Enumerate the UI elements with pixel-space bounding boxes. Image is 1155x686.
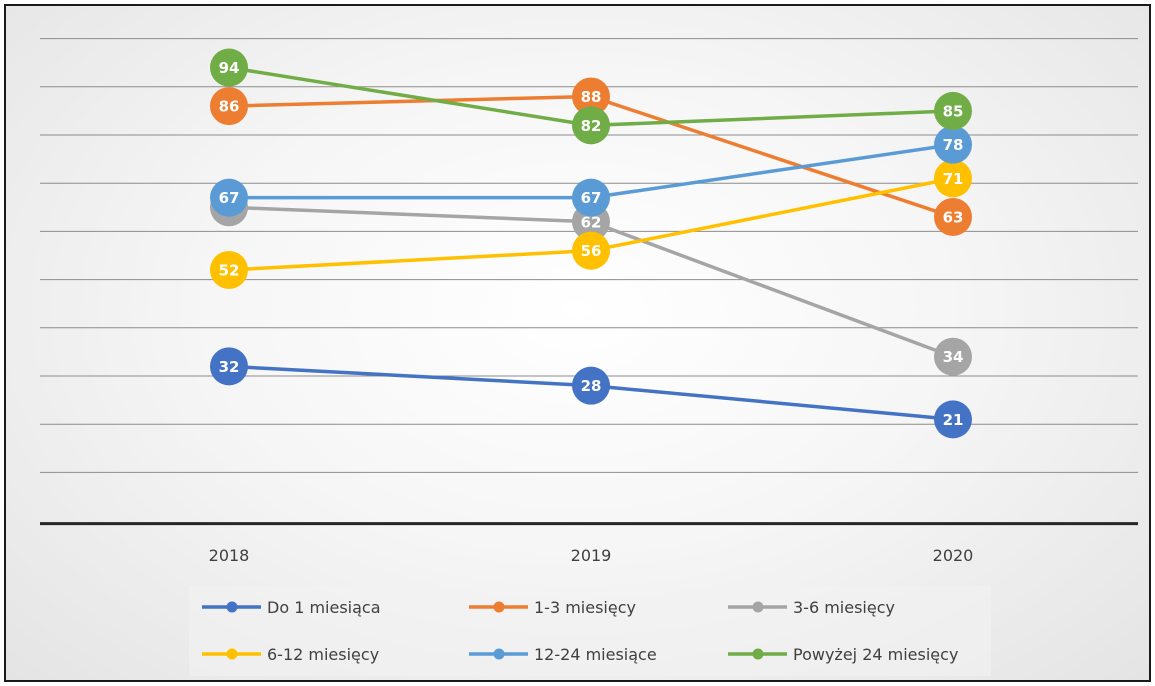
legend-swatch-marker (226, 648, 238, 660)
data-label: 71 (943, 170, 964, 188)
legend-label: 6-12 miesięcy (267, 645, 379, 664)
data-point (934, 197, 972, 236)
legend-item: Do 1 miesiąca (202, 598, 381, 617)
x-tick-label: 2018 (209, 546, 250, 565)
data-point (934, 159, 972, 198)
legend-label: 1-3 miesięcy (534, 598, 636, 617)
x-tick-label: 2019 (571, 546, 612, 565)
legend-item: 6-12 miesięcy (202, 645, 379, 664)
data-label: 78 (943, 136, 964, 154)
data-point (210, 48, 248, 87)
series: 32 28 21 (210, 347, 972, 439)
series: 86 88 63 (210, 77, 972, 236)
legend-item: Powyżej 24 miesięcy (728, 645, 958, 664)
data-label: 67 (581, 189, 602, 207)
series: 94 82 85 (210, 48, 972, 145)
data-label: 21 (943, 411, 964, 429)
series: 67 67 78 (210, 125, 972, 217)
data-label: 82 (581, 117, 602, 135)
legend: Do 1 miesiąca 1-3 miesięcy 3-6 miesięcy 6-1… (189, 586, 991, 676)
data-label: 86 (219, 98, 240, 116)
data-point (210, 178, 248, 217)
x-axis: 2018 2019 2020 (40, 522, 1138, 565)
legend-label: Do 1 miesiąca (267, 598, 381, 617)
data-point (210, 250, 248, 289)
data-point (934, 400, 972, 439)
series: 52 56 71 (210, 159, 972, 289)
data-label: 34 (943, 348, 964, 366)
data-point (934, 91, 972, 130)
legend-item: 3-6 miesięcy (728, 598, 895, 617)
legend-swatch-marker (493, 601, 505, 613)
x-tick-label: 2020 (933, 546, 974, 565)
data-point (572, 77, 610, 116)
data-point (572, 106, 610, 145)
data-point (572, 178, 610, 217)
legend-swatch-marker (752, 601, 764, 613)
data-point (210, 87, 248, 126)
data-point (572, 231, 610, 270)
data-label: 28 (581, 377, 602, 395)
data-point (934, 125, 972, 164)
legend-swatch-marker (493, 648, 505, 660)
data-label: 62 (581, 213, 602, 231)
legend-label: 12-24 miesiące (534, 645, 657, 664)
data-label: 56 (581, 242, 602, 260)
data-label: 52 (219, 261, 240, 279)
data-point (210, 347, 248, 386)
data-point (934, 337, 972, 376)
data-label: 32 (219, 358, 240, 376)
data-label: 94 (219, 59, 240, 77)
legend-item: 1-3 miesięcy (469, 598, 636, 617)
legend-label: Powyżej 24 miesięcy (793, 645, 958, 664)
legend-item: 12-24 miesiące (469, 645, 657, 664)
data-label: 85 (943, 102, 964, 120)
legend-swatch-marker (752, 648, 764, 660)
legend-label: 3-6 miesięcy (793, 598, 895, 617)
data-point (572, 366, 610, 405)
series-lines: 322821868863656234525671676778948285 (210, 48, 972, 439)
data-label: 63 (943, 208, 964, 226)
data-label: 67 (219, 189, 240, 207)
data-label: 88 (581, 88, 602, 106)
legend-box (189, 586, 991, 676)
legend-swatch-marker (226, 601, 238, 613)
